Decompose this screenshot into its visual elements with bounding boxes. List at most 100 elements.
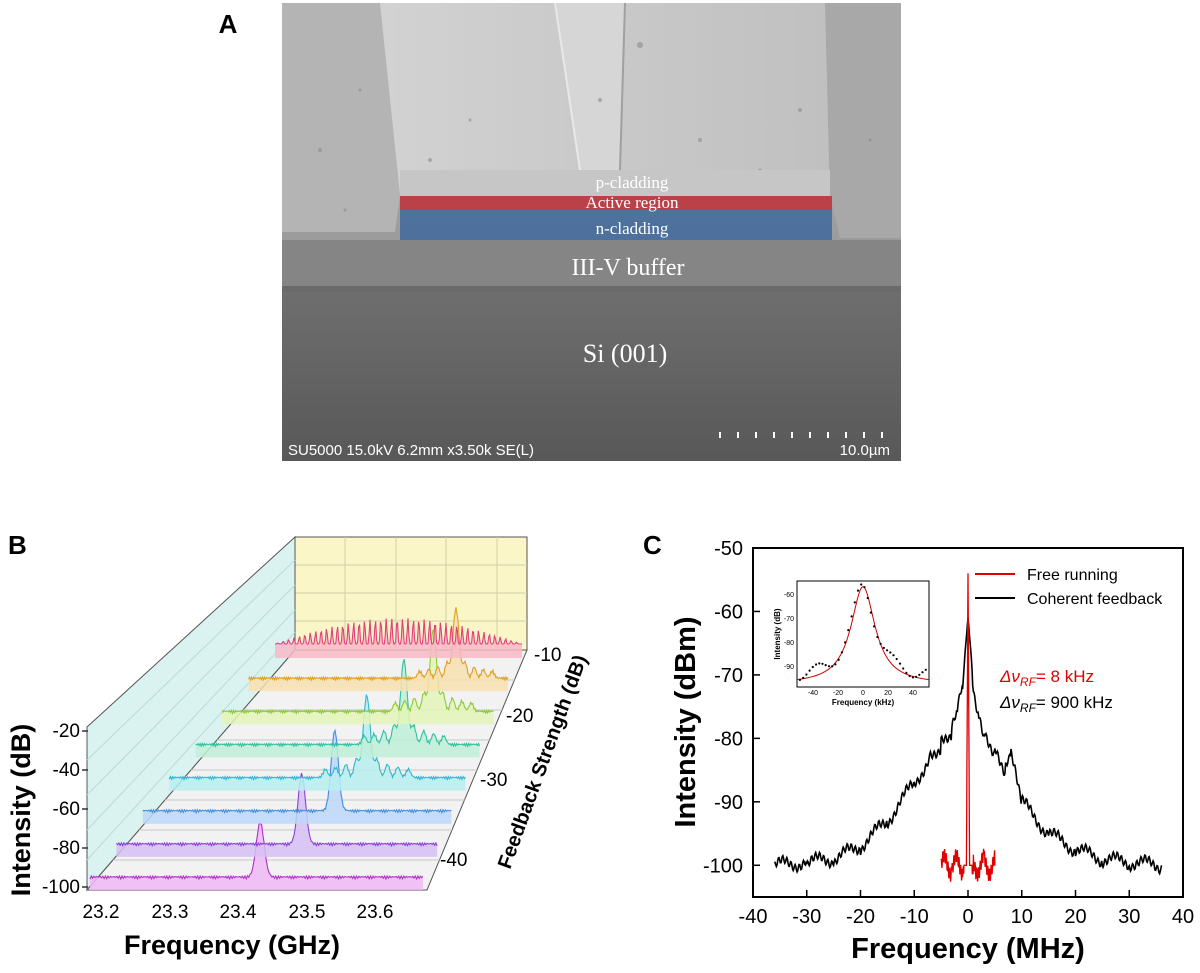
- legend-label-free: Free running: [1027, 567, 1118, 584]
- scale-bar-label: 10.0µm: [840, 442, 890, 459]
- n-cladding-label: n-cladding: [596, 219, 669, 238]
- buffer-label: III-V buffer: [571, 255, 684, 281]
- scale-bar: [719, 432, 883, 438]
- panel-b-label: B: [8, 530, 27, 560]
- y-tick-label: -20: [506, 706, 533, 727]
- y-tick-label: -100: [703, 855, 743, 877]
- inset-data-point: [808, 669, 811, 672]
- trace-fill: [169, 694, 466, 791]
- inset-data-point: [895, 657, 898, 661]
- linewidth-free: ΔνRF= 8 kHz: [999, 667, 1094, 689]
- inset-data-point: [821, 662, 824, 665]
- inset-x-tick: -20: [833, 690, 843, 697]
- inset-y-tick: -60: [784, 592, 794, 599]
- z-tick-label: -80: [53, 838, 80, 859]
- inset-plot: -60 -70 -80 -90 -40 -20 0 20 40 Intensit…: [773, 580, 930, 707]
- inset-data-point: [840, 651, 844, 654]
- inset-data-point: [847, 629, 850, 632]
- inset-data-point: [798, 678, 802, 682]
- x-tick-label: 23.5: [289, 902, 326, 923]
- x-tick-label: -30: [792, 906, 821, 928]
- x-tick-label: 23.2: [83, 902, 120, 923]
- inset-data-point: [818, 662, 821, 665]
- panel-b: B -20 -40 -60 -80 -100: [6, 530, 592, 960]
- trace-line: [248, 607, 509, 682]
- inset-data-point: [902, 667, 905, 670]
- y-axis-title: Intensity (dBm): [670, 616, 702, 827]
- inset-data-point: [805, 673, 808, 676]
- series-free-running: [940, 573, 996, 882]
- inset-data-point: [918, 673, 921, 676]
- inset-data-point: [873, 625, 876, 628]
- inset-data-point: [863, 586, 866, 589]
- inset-data-point: [827, 665, 831, 668]
- legend-label-coherent: Coherent feedback: [1027, 591, 1163, 608]
- inset-data-point: [911, 676, 915, 679]
- inset-data-point: [892, 654, 895, 657]
- inset-data-point: [886, 649, 889, 652]
- panel-c-label: C: [643, 530, 662, 560]
- inset-data-point: [831, 665, 834, 668]
- x-axis-title: Frequency (GHz): [124, 930, 340, 960]
- inset-x-tick: 0: [861, 690, 865, 697]
- sem-info: SU5000 15.0kV 6.2mm x3.50k SE(L): [288, 442, 534, 459]
- active-region-layer: [400, 196, 832, 210]
- inset-data-point: [908, 674, 911, 678]
- inset-data-point: [853, 601, 856, 604]
- panel-a: A: [219, 2, 901, 461]
- linewidth-coherent: ΔνRF= 900 kHz: [999, 693, 1113, 715]
- active-region-label: Active region: [586, 193, 679, 212]
- inset-data-point: [876, 635, 879, 639]
- y-tick-label: -30: [480, 770, 507, 791]
- y-tick-label: -80: [714, 728, 743, 750]
- inset-x-label: Frequency (kHz): [832, 698, 895, 707]
- z-tick-label: -20: [53, 721, 80, 742]
- inset-data-point: [802, 676, 805, 680]
- z-tick-label: -60: [53, 799, 80, 820]
- x-tick-label: -40: [739, 906, 768, 928]
- inset-x-tick: 40: [909, 690, 917, 697]
- sem-image: [282, 2, 901, 461]
- panel-c: C -40 -30 -20 -10 0 10 20 30 40-50-60-70-80-90-1…: [643, 530, 1194, 965]
- inset-data-point: [815, 663, 818, 666]
- y-tick-label: -90: [714, 792, 743, 814]
- trace-line: [89, 822, 424, 881]
- x-tick-label: 23.6: [357, 902, 394, 923]
- y-tick-label: -70: [714, 665, 743, 687]
- y-tick-label: -10: [534, 645, 561, 666]
- x-tick-label: 23.4: [220, 902, 257, 923]
- p-cladding-label: p-cladding: [596, 173, 669, 192]
- inset-data-point: [905, 671, 908, 675]
- inset-data-point: [889, 651, 892, 654]
- y-tick-label: -40: [440, 850, 467, 871]
- inset-data-point: [860, 583, 863, 586]
- inset-data-point: [921, 671, 924, 674]
- y-tick-label: -60: [714, 601, 743, 623]
- x-tick-label: -10: [900, 906, 929, 928]
- x-tick-label: 20: [1064, 906, 1086, 928]
- spectrum-traces: [773, 573, 1163, 882]
- trace-fill: [142, 730, 452, 824]
- trace-line: [142, 728, 452, 815]
- substrate-label: Si (001): [583, 339, 668, 368]
- x-tick-label: 30: [1118, 906, 1140, 928]
- inset-x-tick: 20: [884, 690, 892, 697]
- inset-data-point: [850, 615, 853, 618]
- z-tick-label: -100: [42, 877, 80, 898]
- trace-line: [116, 772, 438, 848]
- trace-line: [195, 659, 481, 748]
- trace-fill: [275, 618, 522, 658]
- x-tick-label: 23.3: [152, 902, 189, 923]
- x-tick-label: 40: [1172, 906, 1194, 928]
- inset-y-tick: -80: [784, 640, 794, 647]
- trace-fill: [116, 773, 438, 857]
- z-tick-label: -40: [53, 760, 80, 781]
- inset-y-tick: -90: [784, 664, 794, 671]
- inset-y-tick: -70: [784, 616, 794, 623]
- inset-data-point: [844, 641, 847, 644]
- waterfall-traces: [89, 607, 523, 890]
- n-cladding-layer: [400, 210, 832, 240]
- inset-data-point: [869, 611, 873, 614]
- inset-data-point: [898, 662, 902, 665]
- inset-data-point: [824, 664, 827, 667]
